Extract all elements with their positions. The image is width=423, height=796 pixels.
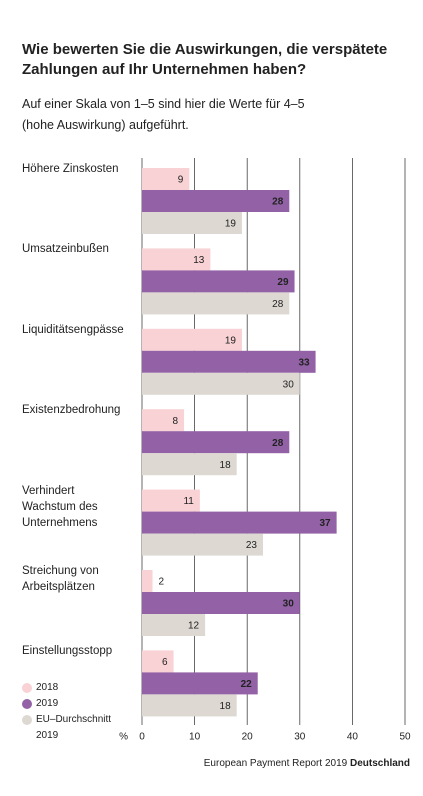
value-label: 8 (173, 416, 179, 427)
bar (142, 489, 200, 512)
bar (142, 409, 185, 432)
x-tick-label: 50 (399, 732, 411, 743)
bar (142, 672, 258, 695)
chart-subtitle: Auf einer Skala von 1–5 sind hier die We… (22, 97, 305, 132)
value-label: 18 (220, 460, 232, 471)
bar (142, 270, 295, 293)
x-tick-label: 40 (347, 732, 359, 743)
legend-label: 2019 (36, 698, 59, 709)
category-label: Streichung von Arbeitsplätzen (22, 565, 99, 593)
value-label: 13 (193, 255, 205, 266)
category-label: Einstellungsstopp (22, 645, 113, 658)
x-tick-label: 20 (242, 732, 254, 743)
value-label: 30 (283, 379, 295, 390)
value-label: 9 (178, 175, 184, 186)
value-label: 12 (188, 621, 200, 632)
bar (142, 533, 263, 556)
source: European Payment Report 2019 Deutschland (204, 758, 410, 769)
value-label: 28 (272, 299, 284, 310)
source-text: European Payment Report 2019 (203, 758, 348, 769)
bar (142, 372, 300, 395)
x-axis-label: % (119, 732, 128, 743)
bar (142, 570, 153, 592)
bar (142, 650, 174, 673)
bar (142, 190, 290, 212)
x-tick-label: 30 (294, 732, 306, 743)
value-label: 28 (272, 438, 284, 449)
value-label: 18 (220, 701, 232, 712)
bar (142, 350, 316, 373)
bar (142, 168, 190, 190)
x-tick-label: 10 (189, 732, 201, 743)
bar (142, 511, 337, 534)
value-label: 28 (272, 197, 284, 208)
legend-label: 2018 (36, 682, 59, 693)
bar (142, 694, 237, 717)
bar (142, 431, 290, 454)
value-label: 29 (277, 277, 289, 288)
bar (142, 328, 242, 351)
value-label: 19 (225, 335, 237, 346)
bar (142, 212, 242, 234)
x-tick-label: 0 (139, 732, 145, 743)
value-label: 37 (319, 518, 331, 529)
value-label: 33 (298, 357, 310, 368)
source-emphasis: Deutschland (349, 758, 410, 769)
chart-title: Wie bewerten Sie die Auswirkungen, die v… (22, 41, 388, 78)
bar (142, 453, 237, 476)
value-label: 2 (159, 577, 165, 588)
value-label: 30 (283, 599, 295, 610)
value-label: 19 (225, 219, 237, 230)
value-label: 22 (241, 679, 253, 690)
category-label: Höhere Zinskosten (22, 163, 119, 175)
legend-label: EU–Durchschnitt 2019 (36, 714, 112, 741)
legend-marker (22, 699, 32, 709)
bar (142, 292, 290, 315)
bar (142, 248, 211, 271)
legend-marker (22, 683, 32, 693)
bar (142, 614, 206, 636)
legend-marker (22, 715, 32, 725)
category-label: Umsatzeinbußen (22, 243, 109, 256)
category-label: Liquiditätsengpässe (22, 323, 124, 336)
bar (142, 592, 300, 614)
value-label: 11 (183, 496, 194, 507)
value-label: 23 (246, 540, 258, 551)
value-label: 6 (162, 657, 168, 668)
category-label: Verhindert Wachstum des Unternehmens (22, 484, 98, 529)
category-label: Existenzbedrohung (22, 404, 121, 417)
